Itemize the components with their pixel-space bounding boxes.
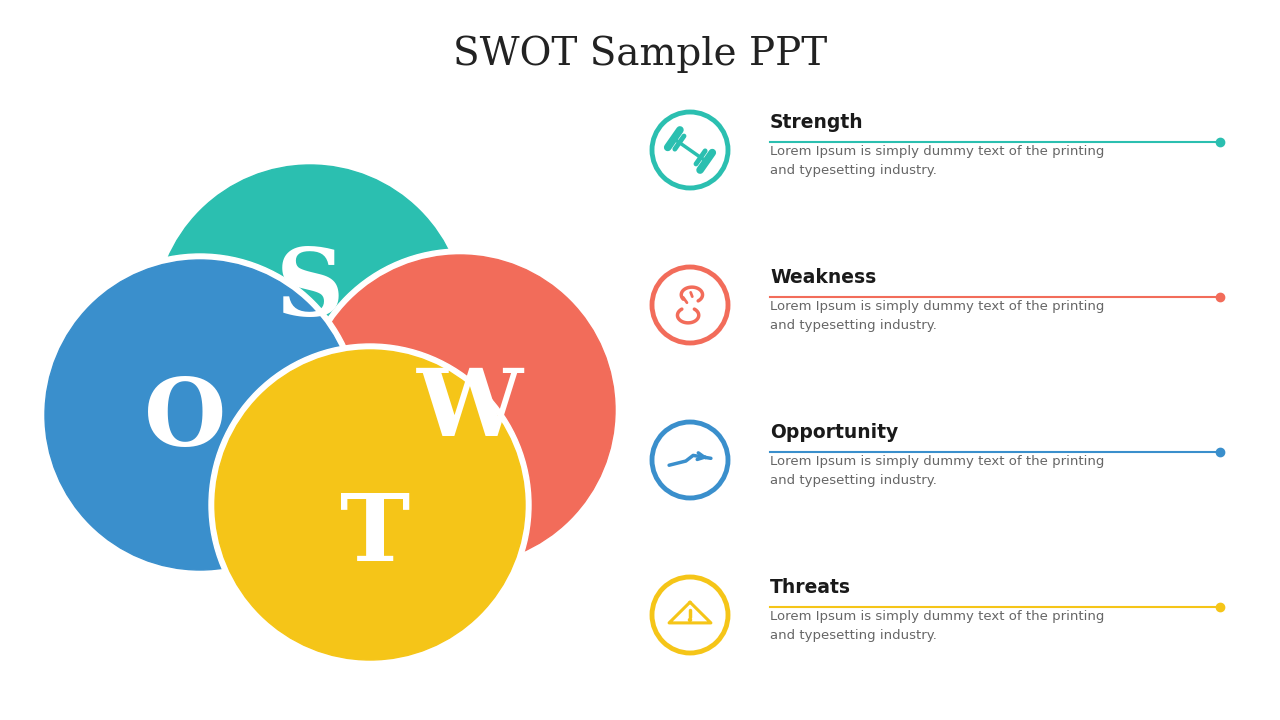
Circle shape (215, 350, 525, 660)
Text: SWOT Sample PPT: SWOT Sample PPT (453, 35, 827, 73)
Text: Lorem Ipsum is simply dummy text of the printing
and typesetting industry.: Lorem Ipsum is simply dummy text of the … (771, 145, 1105, 177)
Text: Threats: Threats (771, 578, 851, 597)
Text: Lorem Ipsum is simply dummy text of the printing
and typesetting industry.: Lorem Ipsum is simply dummy text of the … (771, 455, 1105, 487)
Circle shape (148, 159, 471, 481)
Circle shape (689, 618, 691, 621)
Text: Weakness: Weakness (771, 268, 877, 287)
Circle shape (300, 249, 621, 571)
Text: Lorem Ipsum is simply dummy text of the printing
and typesetting industry.: Lorem Ipsum is simply dummy text of the … (771, 610, 1105, 642)
Text: Lorem Ipsum is simply dummy text of the printing
and typesetting industry.: Lorem Ipsum is simply dummy text of the … (771, 300, 1105, 332)
Circle shape (209, 344, 531, 666)
Text: Strength: Strength (771, 113, 864, 132)
Circle shape (45, 260, 355, 570)
Text: S: S (276, 245, 344, 335)
Circle shape (155, 165, 465, 475)
Text: O: O (143, 375, 227, 465)
Circle shape (305, 255, 614, 565)
Text: W: W (417, 365, 524, 455)
Text: Opportunity: Opportunity (771, 423, 899, 442)
Text: T: T (340, 490, 410, 580)
Circle shape (38, 254, 361, 576)
